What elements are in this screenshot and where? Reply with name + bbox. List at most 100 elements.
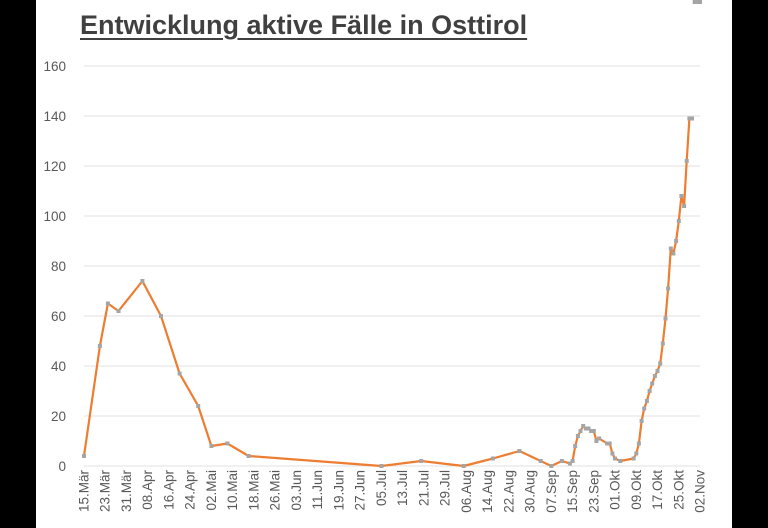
x-tick-label: 31.Mär	[119, 470, 134, 513]
data-point	[647, 389, 652, 393]
data-point	[573, 444, 578, 448]
data-point	[583, 426, 588, 431]
data-point	[570, 459, 575, 463]
x-tick-label: 17.Okt	[650, 470, 665, 510]
x-tick-label: 05.Jul	[374, 470, 389, 506]
x-tick-label: 08.Apr	[140, 470, 155, 510]
data-point	[658, 361, 663, 366]
x-tick-label: 23.Sep	[586, 470, 601, 513]
x-tick-label: 23.Mär	[98, 470, 113, 513]
data-point	[461, 464, 466, 468]
y-axis-ticks: 0 20 40 60 80 100 120 140 160	[43, 59, 66, 474]
chart-panel	[36, 0, 732, 528]
x-tick-label: 11.Jun	[310, 470, 325, 510]
data-point	[591, 429, 596, 433]
data-point	[578, 429, 583, 433]
x-tick-label: 15.Sep	[565, 470, 580, 513]
y-tick-label: 120	[43, 159, 66, 174]
data-markers	[82, 0, 702, 468]
data-point	[631, 456, 636, 461]
data-point	[652, 374, 657, 378]
data-point	[549, 464, 554, 468]
y-tick-label: 60	[51, 309, 66, 324]
data-point	[613, 456, 617, 461]
data-point	[209, 444, 214, 448]
x-tick-label: 21.Jul	[416, 470, 431, 506]
data-point	[589, 429, 594, 433]
series-line	[82, 117, 692, 468]
x-tick-label: 06.Aug	[459, 470, 474, 513]
x-tick-label: 13.Jul	[395, 470, 410, 506]
data-point	[676, 219, 681, 223]
data-point	[105, 301, 110, 306]
gridlines	[84, 65, 700, 467]
x-tick-label: 16.Apr	[162, 470, 177, 510]
x-tick-label: 03.Jun	[289, 470, 304, 511]
data-point	[607, 441, 612, 446]
data-point	[575, 434, 580, 438]
data-point	[639, 419, 644, 423]
data-point	[687, 116, 692, 121]
x-axis-ticks: 15.Mär 23.Mär 31.Mär 08.Apr 16.Apr 24.Apr 02.M…	[77, 470, 708, 513]
data-point	[517, 449, 522, 453]
data-point	[610, 451, 615, 456]
y-tick-label: 20	[51, 409, 66, 424]
x-tick-label: 10.Mai	[225, 470, 240, 511]
data-point	[567, 461, 572, 466]
data-point	[634, 451, 639, 456]
data-point	[581, 424, 586, 428]
x-tick-label: 25.Okt	[671, 470, 686, 510]
data-point	[618, 459, 623, 463]
data-point	[666, 286, 671, 291]
data-point	[698, 0, 702, 4]
data-point	[655, 369, 660, 373]
data-point	[82, 454, 86, 458]
y-tick-label: 40	[51, 359, 66, 374]
data-point	[650, 381, 655, 386]
data-point	[642, 406, 647, 411]
data-point	[196, 404, 201, 408]
x-tick-label: 26.Mai	[268, 470, 283, 511]
y-tick-label: 80	[51, 259, 66, 274]
x-tick-label: 02.Mai	[204, 470, 219, 511]
x-tick-label: 24.Apr	[183, 470, 198, 510]
data-point	[663, 316, 668, 321]
x-tick-label: 29.Jul	[438, 470, 453, 506]
data-point	[594, 439, 599, 443]
data-point	[379, 464, 384, 468]
data-point	[636, 441, 641, 446]
data-point	[668, 246, 673, 251]
data-point	[671, 251, 676, 256]
x-tick-label: 18.Mai	[246, 470, 261, 511]
y-tick-label: 0	[58, 459, 66, 474]
y-tick-label: 100	[43, 209, 66, 224]
y-tick-label: 160	[43, 59, 66, 74]
data-point	[586, 426, 591, 431]
data-point	[419, 459, 424, 463]
data-point	[490, 456, 495, 461]
data-point	[674, 239, 679, 243]
data-point	[97, 344, 102, 348]
x-tick-label: 02.Nov	[693, 470, 708, 513]
x-tick-label: 01.Okt	[608, 470, 623, 510]
data-point	[177, 371, 182, 376]
data-point	[690, 116, 694, 121]
data-point	[684, 159, 689, 163]
x-tick-label: 14.Aug	[480, 470, 495, 513]
data-point	[605, 441, 610, 446]
data-point	[225, 441, 230, 446]
series-active-cases	[82, 117, 692, 468]
data-point	[644, 399, 649, 403]
data-point	[140, 279, 145, 283]
x-tick-label: 27.Jun	[353, 470, 368, 511]
x-tick-label: 22.Aug	[501, 470, 516, 513]
data-point	[692, 0, 697, 4]
x-tick-label: 19.Jun	[331, 470, 346, 511]
x-tick-label: 07.Sep	[544, 470, 559, 513]
data-point	[597, 436, 602, 441]
data-point	[679, 194, 684, 198]
data-point	[660, 341, 665, 346]
x-tick-label: 09.Okt	[629, 470, 644, 510]
x-tick-label: 15.Mär	[77, 470, 92, 513]
